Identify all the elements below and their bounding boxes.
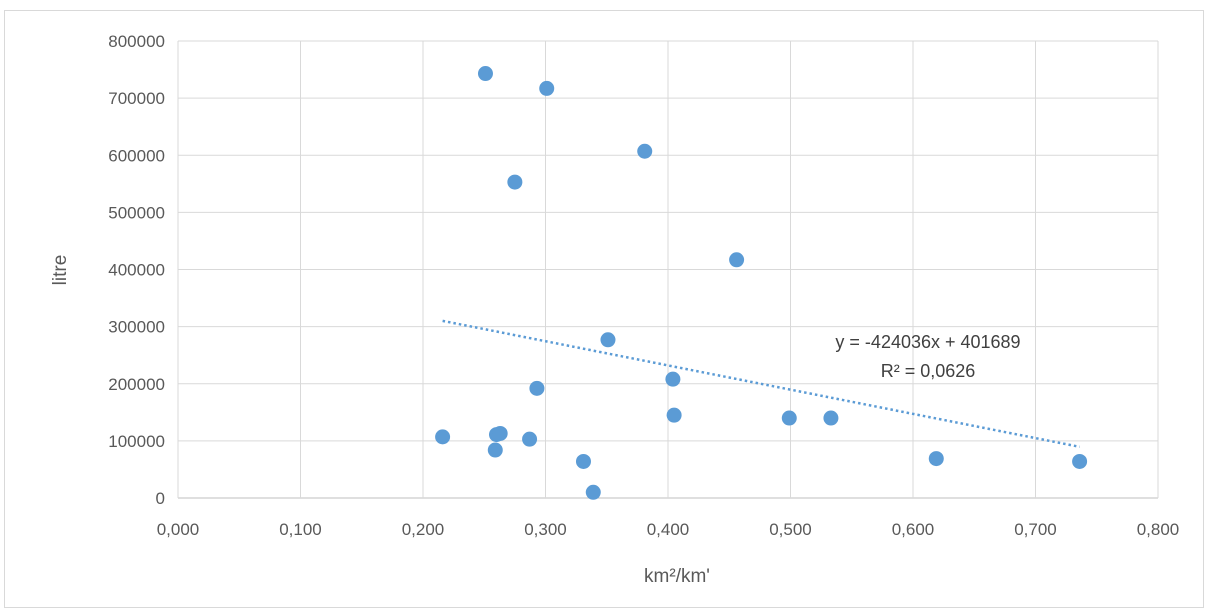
x-tick-label: 0,200 bbox=[402, 520, 445, 539]
y-tick-label: 500000 bbox=[108, 203, 165, 222]
trendline-equation: y = -424036x + 401689 bbox=[835, 332, 1020, 352]
y-tick-label: 100000 bbox=[108, 432, 165, 451]
r-squared-label: R² = 0,0626 bbox=[881, 361, 976, 381]
data-point bbox=[666, 407, 682, 423]
x-tick-label: 0,800 bbox=[1137, 520, 1180, 539]
x-tick-label: 0,100 bbox=[279, 520, 322, 539]
data-point bbox=[823, 410, 839, 426]
data-point bbox=[729, 252, 745, 268]
x-axis-title: km²/km' bbox=[644, 566, 710, 587]
gridlines bbox=[177, 40, 1159, 499]
y-tick-label: 0 bbox=[156, 489, 165, 508]
data-point bbox=[600, 332, 616, 348]
data-point bbox=[477, 66, 493, 82]
x-tick-label: 0,500 bbox=[769, 520, 812, 539]
data-point bbox=[928, 451, 944, 467]
data-point bbox=[539, 80, 555, 96]
trendline bbox=[442, 319, 1080, 449]
x-tick-label: 0,700 bbox=[1014, 520, 1057, 539]
x-axis-ticks: 0,000 0,100 0,200 0,300 0,400 0,500 0,600 0,700… bbox=[157, 520, 1180, 539]
data-point bbox=[1072, 453, 1088, 469]
data-point bbox=[637, 143, 653, 159]
data-point bbox=[529, 380, 545, 396]
data-point bbox=[492, 425, 508, 441]
y-tick-label: 600000 bbox=[108, 146, 165, 165]
y-tick-label: 200000 bbox=[108, 375, 165, 394]
y-tick-label: 400000 bbox=[108, 261, 165, 280]
x-tick-label: 0,300 bbox=[524, 520, 567, 539]
x-tick-label: 0,600 bbox=[892, 520, 935, 539]
y-axis-title: litre bbox=[50, 255, 71, 286]
data-point bbox=[585, 484, 601, 500]
chart-area bbox=[4, 10, 1204, 608]
data-point bbox=[435, 429, 451, 445]
x-tick-label: 0,400 bbox=[647, 520, 690, 539]
y-axis-ticks: 0 100000 200000 300000 400000 500000 600000 700… bbox=[108, 32, 165, 508]
y-tick-label: 800000 bbox=[108, 32, 165, 51]
data-point bbox=[487, 442, 503, 458]
data-point bbox=[665, 371, 681, 387]
data-point bbox=[781, 410, 797, 426]
data-point bbox=[507, 174, 523, 190]
y-tick-label: 700000 bbox=[108, 89, 165, 108]
x-tick-label: 0,000 bbox=[157, 520, 200, 539]
data-points bbox=[435, 66, 1088, 500]
data-point bbox=[575, 453, 591, 469]
data-point bbox=[522, 431, 538, 447]
y-tick-label: 300000 bbox=[108, 318, 165, 337]
